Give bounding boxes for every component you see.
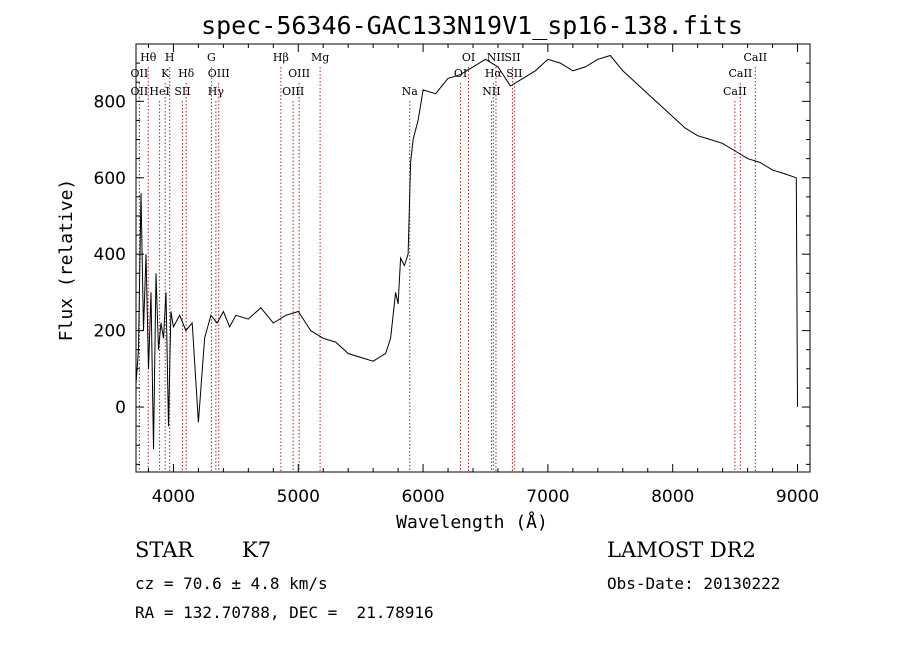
x-tick-label: 9000: [776, 487, 819, 507]
spectral-line-label: CaII: [729, 67, 753, 80]
y-tick-label: 200: [94, 322, 126, 342]
redshift-text: cz = 70.6 ± 4.8 km/s: [135, 574, 328, 593]
spectral-line-label: CaII: [723, 85, 747, 98]
spectral-line-markers: [138, 67, 756, 472]
spectral-line-label: OII: [131, 85, 149, 98]
spectral-line-label: NII: [482, 85, 500, 98]
spectral-line-label: Hα: [485, 67, 503, 80]
y-tick-label: 400: [94, 245, 126, 265]
spectral-line-label: OIII: [288, 67, 310, 80]
spectral-line-label: K: [161, 67, 170, 80]
x-tick-label: 7000: [526, 487, 569, 507]
x-tick-label: 6000: [401, 487, 444, 507]
spectrum-line: [135, 54, 798, 450]
x-axis-label: Wavelength (Å): [396, 511, 548, 533]
spectral-line-label: OIII: [282, 85, 304, 98]
object-class: STAR: [135, 538, 194, 562]
spectral-line-label: OI: [454, 67, 467, 80]
spectral-line-label: Hθ: [140, 51, 157, 64]
spectral-line-label: Na: [402, 85, 419, 98]
spectral-line-label: OI: [462, 51, 475, 64]
object-subclass: K7: [242, 538, 272, 562]
spectral-line-label: NII: [487, 51, 505, 64]
spectral-line-label: H: [165, 51, 175, 64]
y-tick-label: 0: [115, 398, 126, 418]
y-tick-label: 800: [94, 92, 126, 112]
y-axis-ticks: 0 200 400 600 800: [94, 43, 810, 465]
x-tick-label: 5000: [277, 487, 320, 507]
survey-name: LAMOST DR2: [607, 538, 756, 562]
spectral-line-label: Hδ: [178, 67, 195, 80]
spectral-line-label: Mg: [311, 51, 329, 64]
spectral-line-label: OII: [131, 67, 149, 80]
spectral-line-label: G: [207, 51, 216, 64]
y-axis-label: Flux (relative): [56, 179, 77, 342]
spectral-line-label: SII: [506, 67, 522, 80]
obs-date-text: Obs-Date: 20130222: [607, 574, 781, 593]
spectral-line-label: Hγ: [208, 85, 225, 98]
y-tick-label: 600: [94, 169, 126, 189]
spectral-line-label: CaII: [743, 51, 767, 64]
x-tick-label: 8000: [651, 487, 694, 507]
plot-frame: [135, 43, 811, 473]
chart-title: spec-56346-GAC133N19V1_sp16-138.fits: [201, 11, 743, 40]
spectral-line-label: HeI: [149, 85, 169, 98]
x-tick-label: 4000: [152, 487, 195, 507]
spectral-line-label: SII: [504, 51, 520, 64]
spectral-line-label: Hβ: [273, 51, 289, 64]
spectral-line-label: SII: [174, 85, 190, 98]
x-axis-ticks: 4000 5000 6000 7000 8000 9000: [147, 44, 819, 507]
coordinates-text: RA = 132.70788, DEC = 21.78916: [135, 603, 434, 622]
spectral-line-label: OIII: [208, 67, 230, 80]
